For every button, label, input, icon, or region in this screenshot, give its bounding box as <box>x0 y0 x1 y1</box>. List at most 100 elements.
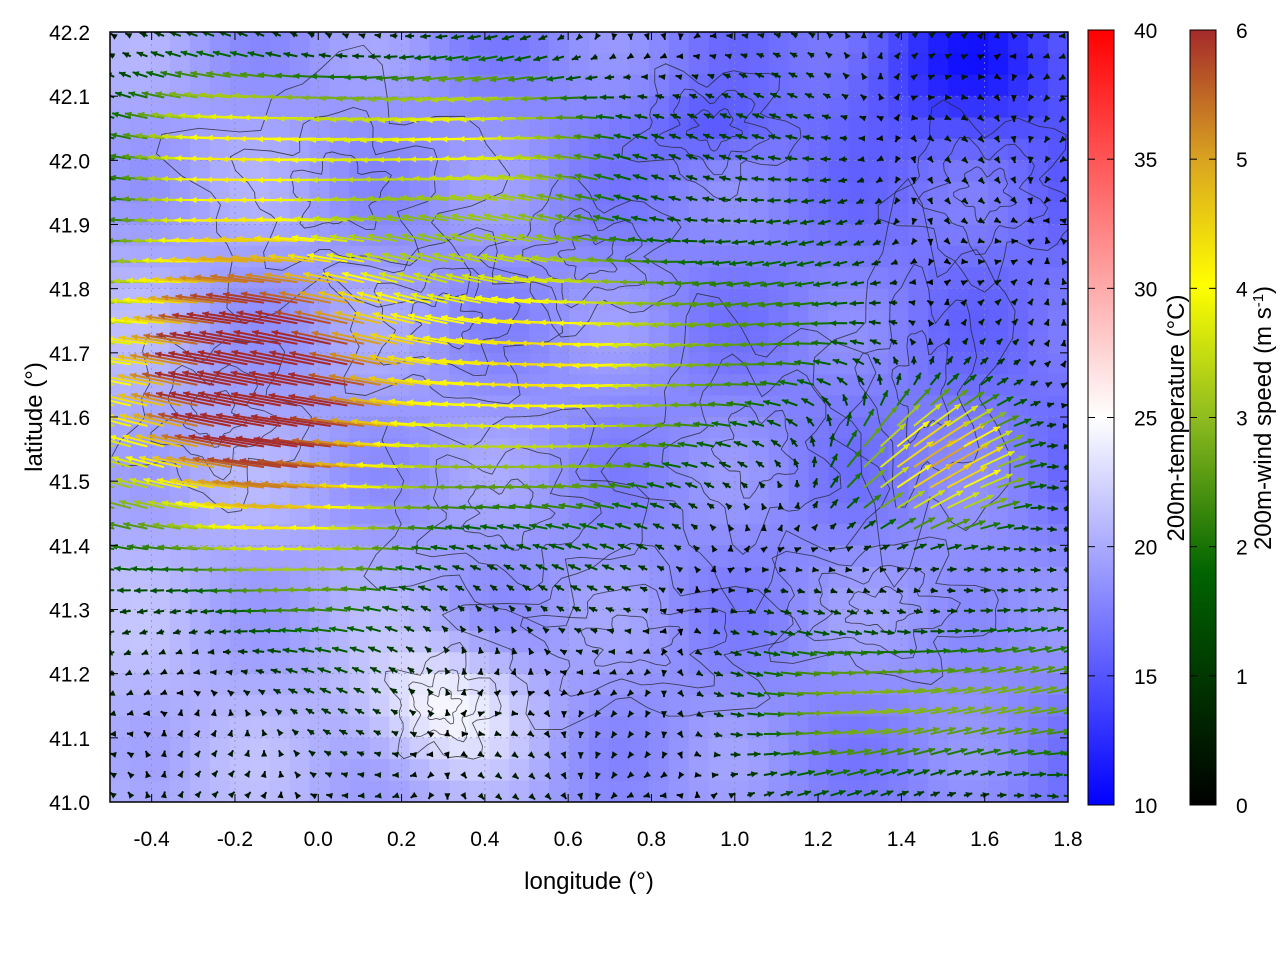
temperature-cell <box>728 737 750 760</box>
temperature-cell <box>289 96 311 119</box>
wind-arrow-head <box>982 792 990 799</box>
wind-arrow-head <box>804 790 812 797</box>
temperature-cell <box>129 588 151 611</box>
wind-arrow-head <box>260 792 267 800</box>
temperature-cell <box>808 53 830 76</box>
temperature-cell <box>808 737 830 760</box>
temperature-cell <box>768 96 790 119</box>
temperature-cell <box>988 780 1009 802</box>
temperature-cell <box>169 523 191 546</box>
temperature-cell <box>429 245 450 268</box>
temperature-cell <box>788 138 810 161</box>
wind-arrow <box>127 771 135 779</box>
temperature-cell <box>329 96 351 119</box>
temperature-cell <box>808 117 830 140</box>
temperature-cell <box>768 117 790 140</box>
temperature-cell <box>808 310 830 333</box>
temperature-cell <box>1048 566 1068 589</box>
temperature-cell <box>928 609 949 632</box>
temperature-cell <box>549 459 570 482</box>
temperature-cell <box>848 716 870 739</box>
temperature-cell <box>349 117 371 140</box>
wind-arrow <box>477 792 485 800</box>
temperature-cell <box>169 96 191 119</box>
temperature-cell <box>808 181 830 204</box>
temperature-cell <box>509 523 530 546</box>
temperature-cell <box>349 609 371 632</box>
temperature-cell <box>389 716 410 739</box>
temperature-cell <box>748 395 770 418</box>
temperature-cell <box>808 138 830 161</box>
temperature-cell <box>988 716 1009 739</box>
temperature-cell <box>688 566 710 589</box>
temperature-cell <box>289 74 311 97</box>
temperature-cell <box>149 566 171 589</box>
temperature-cell <box>569 695 590 718</box>
temperature-cell <box>149 780 171 802</box>
temperature-cell <box>349 138 371 161</box>
temperature-cell <box>489 417 510 439</box>
temperature-cell <box>369 459 391 482</box>
temperature-cell <box>1048 759 1068 782</box>
temperature-cell <box>788 374 810 397</box>
temperature-cell <box>628 630 650 653</box>
temperature-cell <box>928 780 949 802</box>
temperature-cell <box>209 96 231 119</box>
temperature-cell <box>589 74 610 97</box>
wind-arrow-head <box>211 770 218 778</box>
temperature-cell <box>1008 566 1029 589</box>
temperature-cell <box>549 502 570 525</box>
temperature-cell <box>329 716 351 739</box>
temperature-cell <box>269 737 291 760</box>
temperature-cell <box>748 588 770 611</box>
temperature-cell <box>469 481 490 504</box>
temperature-cell <box>269 588 291 611</box>
temperature-cell <box>329 117 351 140</box>
wind-arrow <box>211 770 219 778</box>
temperature-cell <box>968 545 989 568</box>
temperature-cell <box>808 652 830 675</box>
temperature-cell <box>788 96 810 119</box>
temperature-cell <box>209 545 231 568</box>
temperature-cell <box>229 138 251 161</box>
temperature-cell <box>628 331 650 354</box>
temperature-cell <box>968 395 989 418</box>
temperature-cell <box>429 588 450 611</box>
wind-arrow-head <box>886 790 894 797</box>
wind-arrow-head <box>93 415 100 421</box>
temperature-cell <box>149 160 171 183</box>
temperature-cell <box>608 245 630 268</box>
temperature-cell <box>988 203 1009 226</box>
temperature-cell <box>868 53 889 76</box>
temperature-cell <box>1028 609 1049 632</box>
temperature-cell <box>549 267 570 290</box>
temperature-cell <box>369 288 391 311</box>
temperature-cell <box>948 74 969 97</box>
temperature-cell <box>509 566 530 589</box>
temperature-cell <box>828 502 850 525</box>
temperature-cell <box>429 138 450 161</box>
temperature-cell <box>1028 96 1049 119</box>
temperature-cell <box>748 181 770 204</box>
temperature-cell <box>688 716 710 739</box>
temperature-cell <box>349 438 371 461</box>
temperature-cell <box>828 224 850 247</box>
temperature-cell <box>728 138 750 161</box>
temperature-cell <box>788 673 810 696</box>
wind-arrow <box>145 791 151 799</box>
temperature-cell <box>768 523 790 546</box>
temperature-cell <box>309 566 331 589</box>
temperature-cell <box>309 160 331 183</box>
temperature-cell <box>768 203 790 226</box>
wind-arrow <box>511 793 520 801</box>
temperature-cell <box>169 160 191 183</box>
temperature-cell <box>748 438 770 461</box>
temperature-cell <box>768 759 790 782</box>
temperature-cell <box>628 737 650 760</box>
temperature-cell <box>948 352 969 375</box>
temperature-cell <box>868 395 889 418</box>
temperature-cell <box>988 481 1009 504</box>
temperature-cell <box>429 459 450 482</box>
temperature-cell <box>708 53 730 76</box>
temperature-cell <box>708 780 730 802</box>
